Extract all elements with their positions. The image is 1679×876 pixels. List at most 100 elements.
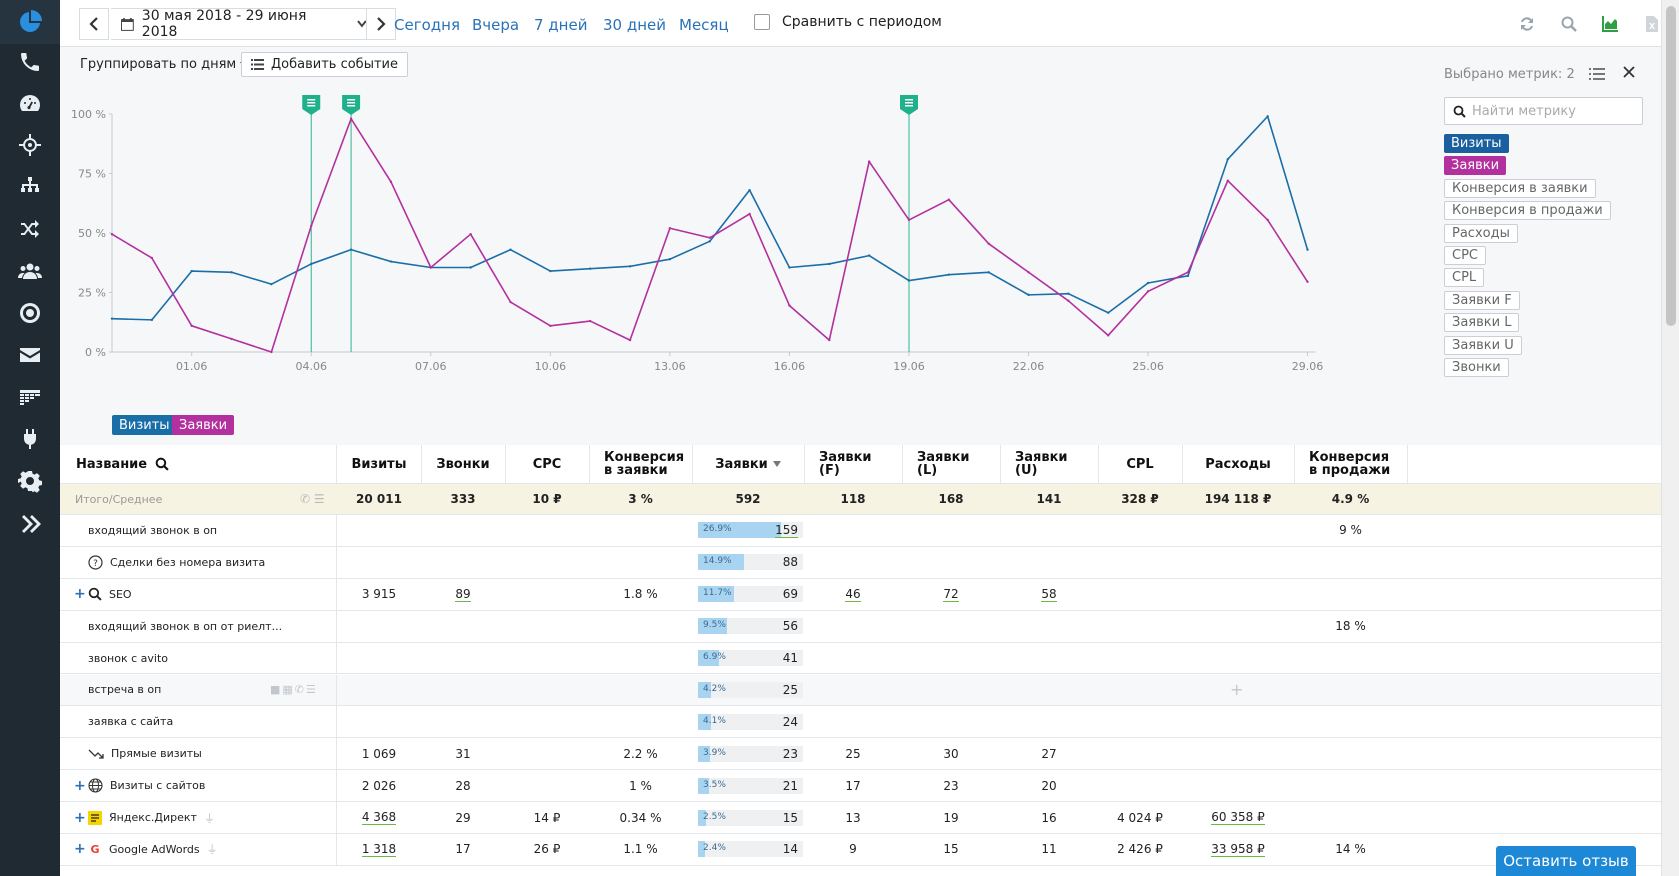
row-name[interactable]: звонок с avito: [74, 643, 336, 674]
page-scrollbar[interactable]: [1661, 0, 1679, 876]
sidebar-expand-button[interactable]: [0, 502, 60, 546]
cell-value[interactable]: 60 358 ₽: [1211, 810, 1265, 826]
row-name[interactable]: + SEO: [74, 579, 336, 610]
expand-button[interactable]: +: [74, 809, 86, 826]
row-name[interactable]: заявка с сайта: [74, 706, 336, 737]
add-event-button[interactable]: Добавить событие: [241, 52, 408, 77]
quick-range-30days[interactable]: 30 дней: [603, 16, 667, 34]
table-row[interactable]: + Яндекс.Директ ⏚ 4 368 29 14 ₽ 0.34 % 2.5% 15 13…: [60, 802, 1661, 834]
table-row[interactable]: ? Сделки без номера визита 14.9% 88: [60, 546, 1661, 579]
expand-button[interactable]: +: [74, 777, 86, 794]
sidebar-item-goals[interactable]: [0, 291, 60, 335]
metric-tag[interactable]: Визиты: [1444, 134, 1509, 153]
chart-view-button[interactable]: [1595, 12, 1625, 36]
table-row[interactable]: звонок с avito 6.9% 41: [60, 642, 1661, 675]
metric-tag[interactable]: Расходы: [1444, 223, 1518, 243]
metric-tag[interactable]: Заявки L: [1444, 313, 1520, 333]
table-row[interactable]: входящий звонок в оп 26.9% 159 9 %: [60, 515, 1661, 547]
cell-value[interactable]: 72: [943, 586, 959, 602]
cell-value[interactable]: 33 958 ₽: [1211, 841, 1265, 857]
sidebar-item-reports[interactable]: [0, 0, 60, 44]
date-range-picker[interactable]: 30 мая 2018 - 29 июня 2018: [111, 8, 367, 40]
row-name[interactable]: + G Google AdWords ⏚: [74, 834, 336, 865]
close-icon[interactable]: [1622, 65, 1636, 79]
cell-value[interactable]: 46: [845, 586, 861, 602]
row-name[interactable]: Прямые визиты: [74, 738, 336, 769]
header-conv-sales[interactable]: Конверсия в продажи: [1294, 445, 1407, 483]
table-row[interactable]: + G Google AdWords ⏚ 1 318 17 26 ₽ 1.1 % 2.4% 14 9…: [60, 834, 1661, 866]
sidebar-item-settings[interactable]: [0, 459, 60, 503]
cell-value[interactable]: 58: [1041, 586, 1057, 602]
quick-range-today[interactable]: Сегодня: [394, 16, 460, 34]
row-actions[interactable]: ■▦✆☰: [270, 683, 318, 697]
list-icon[interactable]: [1589, 67, 1605, 81]
header-conv-leads[interactable]: Конверсия в заявки: [589, 445, 692, 483]
sidebar-item-structure[interactable]: [0, 165, 60, 209]
sidebar-item-tables[interactable]: [0, 375, 60, 419]
export-excel-button[interactable]: X: [1636, 12, 1666, 36]
feedback-button[interactable]: Оставить отзыв: [1496, 846, 1636, 876]
leads-value[interactable]: 159: [775, 523, 798, 539]
metric-tag[interactable]: Конверсия в заявки: [1444, 178, 1596, 198]
metric-tag[interactable]: CPL: [1444, 268, 1485, 288]
table-row[interactable]: + SEO 3 915 89 1.8 % 11.7% 69 46 72 58: [60, 578, 1661, 611]
cell-value[interactable]: 89: [455, 586, 471, 602]
sort-desc-icon[interactable]: [772, 461, 781, 467]
metric-search-input[interactable]: [1472, 103, 1632, 119]
header-leads-f[interactable]: Заявки (F): [804, 445, 902, 483]
table-row[interactable]: заявка с сайта 4.1% 24: [60, 706, 1661, 739]
metric-tag[interactable]: Заявки F: [1444, 290, 1520, 310]
table-row[interactable]: Прямые визиты 1 069 31 2.2 % 3.9% 23 25 30 27: [60, 738, 1661, 771]
metric-tag[interactable]: Заявки: [1444, 156, 1507, 176]
metric-tag[interactable]: Звонки: [1444, 358, 1509, 377]
row-name[interactable]: + Визиты с сайтов: [74, 770, 336, 801]
quick-range-7days[interactable]: 7 дней: [534, 16, 588, 34]
table-row[interactable]: входящий звонок в оп от риелт... 9.5% 56 18…: [60, 610, 1661, 643]
sidebar-item-routing[interactable]: [0, 207, 60, 251]
cell-value[interactable]: 1 318: [361, 841, 397, 857]
quick-range-yesterday[interactable]: Вчера: [472, 16, 520, 34]
total-actions[interactable]: ✆ ☰: [300, 492, 325, 506]
cell-costs: [1182, 706, 1294, 737]
header-leads[interactable]: Заявки: [692, 445, 804, 483]
expand-button[interactable]: +: [74, 841, 86, 858]
sidebar-item-audience[interactable]: [0, 249, 60, 293]
sidebar-item-integrations[interactable]: [0, 417, 60, 461]
row-name[interactable]: ? Сделки без номера визита: [74, 547, 336, 578]
next-period-button[interactable]: [366, 8, 396, 40]
sidebar-item-targets[interactable]: [0, 123, 60, 167]
compare-period-toggle[interactable]: Сравнить с периодом: [754, 14, 942, 30]
expand-button[interactable]: +: [74, 586, 86, 603]
sidebar-item-mail[interactable]: [0, 333, 60, 377]
header-name[interactable]: Название: [76, 445, 336, 483]
cell-value[interactable]: 4 368: [361, 810, 397, 826]
metric-tag[interactable]: Конверсия в продажи: [1444, 201, 1611, 221]
compare-checkbox[interactable]: [754, 14, 770, 30]
header-costs[interactable]: Расходы: [1182, 445, 1294, 483]
header-cpc[interactable]: CPC: [505, 445, 589, 483]
header-cpl[interactable]: CPL: [1098, 445, 1182, 483]
add-cell-icon[interactable]: +: [1230, 680, 1244, 700]
row-name[interactable]: входящий звонок в оп от риелт...: [74, 611, 336, 642]
header-leads-l[interactable]: Заявки (L): [902, 445, 1000, 483]
search-button[interactable]: [1554, 12, 1584, 36]
table-row[interactable]: + Визиты с сайтов 2 026 28 1 % 3.5% 21 17 23 20: [60, 770, 1661, 803]
sidebar-item-calls[interactable]: [0, 40, 60, 84]
header-leads-u[interactable]: Заявки (U): [1000, 445, 1098, 483]
sidebar-item-dashboard[interactable]: [0, 81, 60, 125]
metric-tag[interactable]: Заявки U: [1444, 335, 1522, 355]
scrollbar-thumb[interactable]: [1666, 6, 1676, 326]
refresh-button[interactable]: [1512, 12, 1542, 36]
header-calls[interactable]: Звонки: [421, 445, 505, 483]
metric-tag[interactable]: CPC: [1444, 246, 1486, 265]
search-icon[interactable]: [155, 457, 169, 471]
row-name[interactable]: + Яндекс.Директ ⏚: [74, 802, 336, 833]
table-row[interactable]: встреча в оп ■▦✆☰ +4.2% 25: [60, 674, 1661, 707]
row-name[interactable]: встреча в оп: [74, 675, 336, 706]
quick-range-month[interactable]: Месяц: [679, 16, 729, 34]
header-visits[interactable]: Визиты: [337, 445, 421, 483]
legend-leads[interactable]: Заявки: [172, 415, 235, 435]
row-name[interactable]: входящий звонок в оп: [74, 515, 336, 546]
legend-visits[interactable]: Визиты: [112, 415, 177, 435]
prev-period-button[interactable]: [79, 8, 109, 40]
